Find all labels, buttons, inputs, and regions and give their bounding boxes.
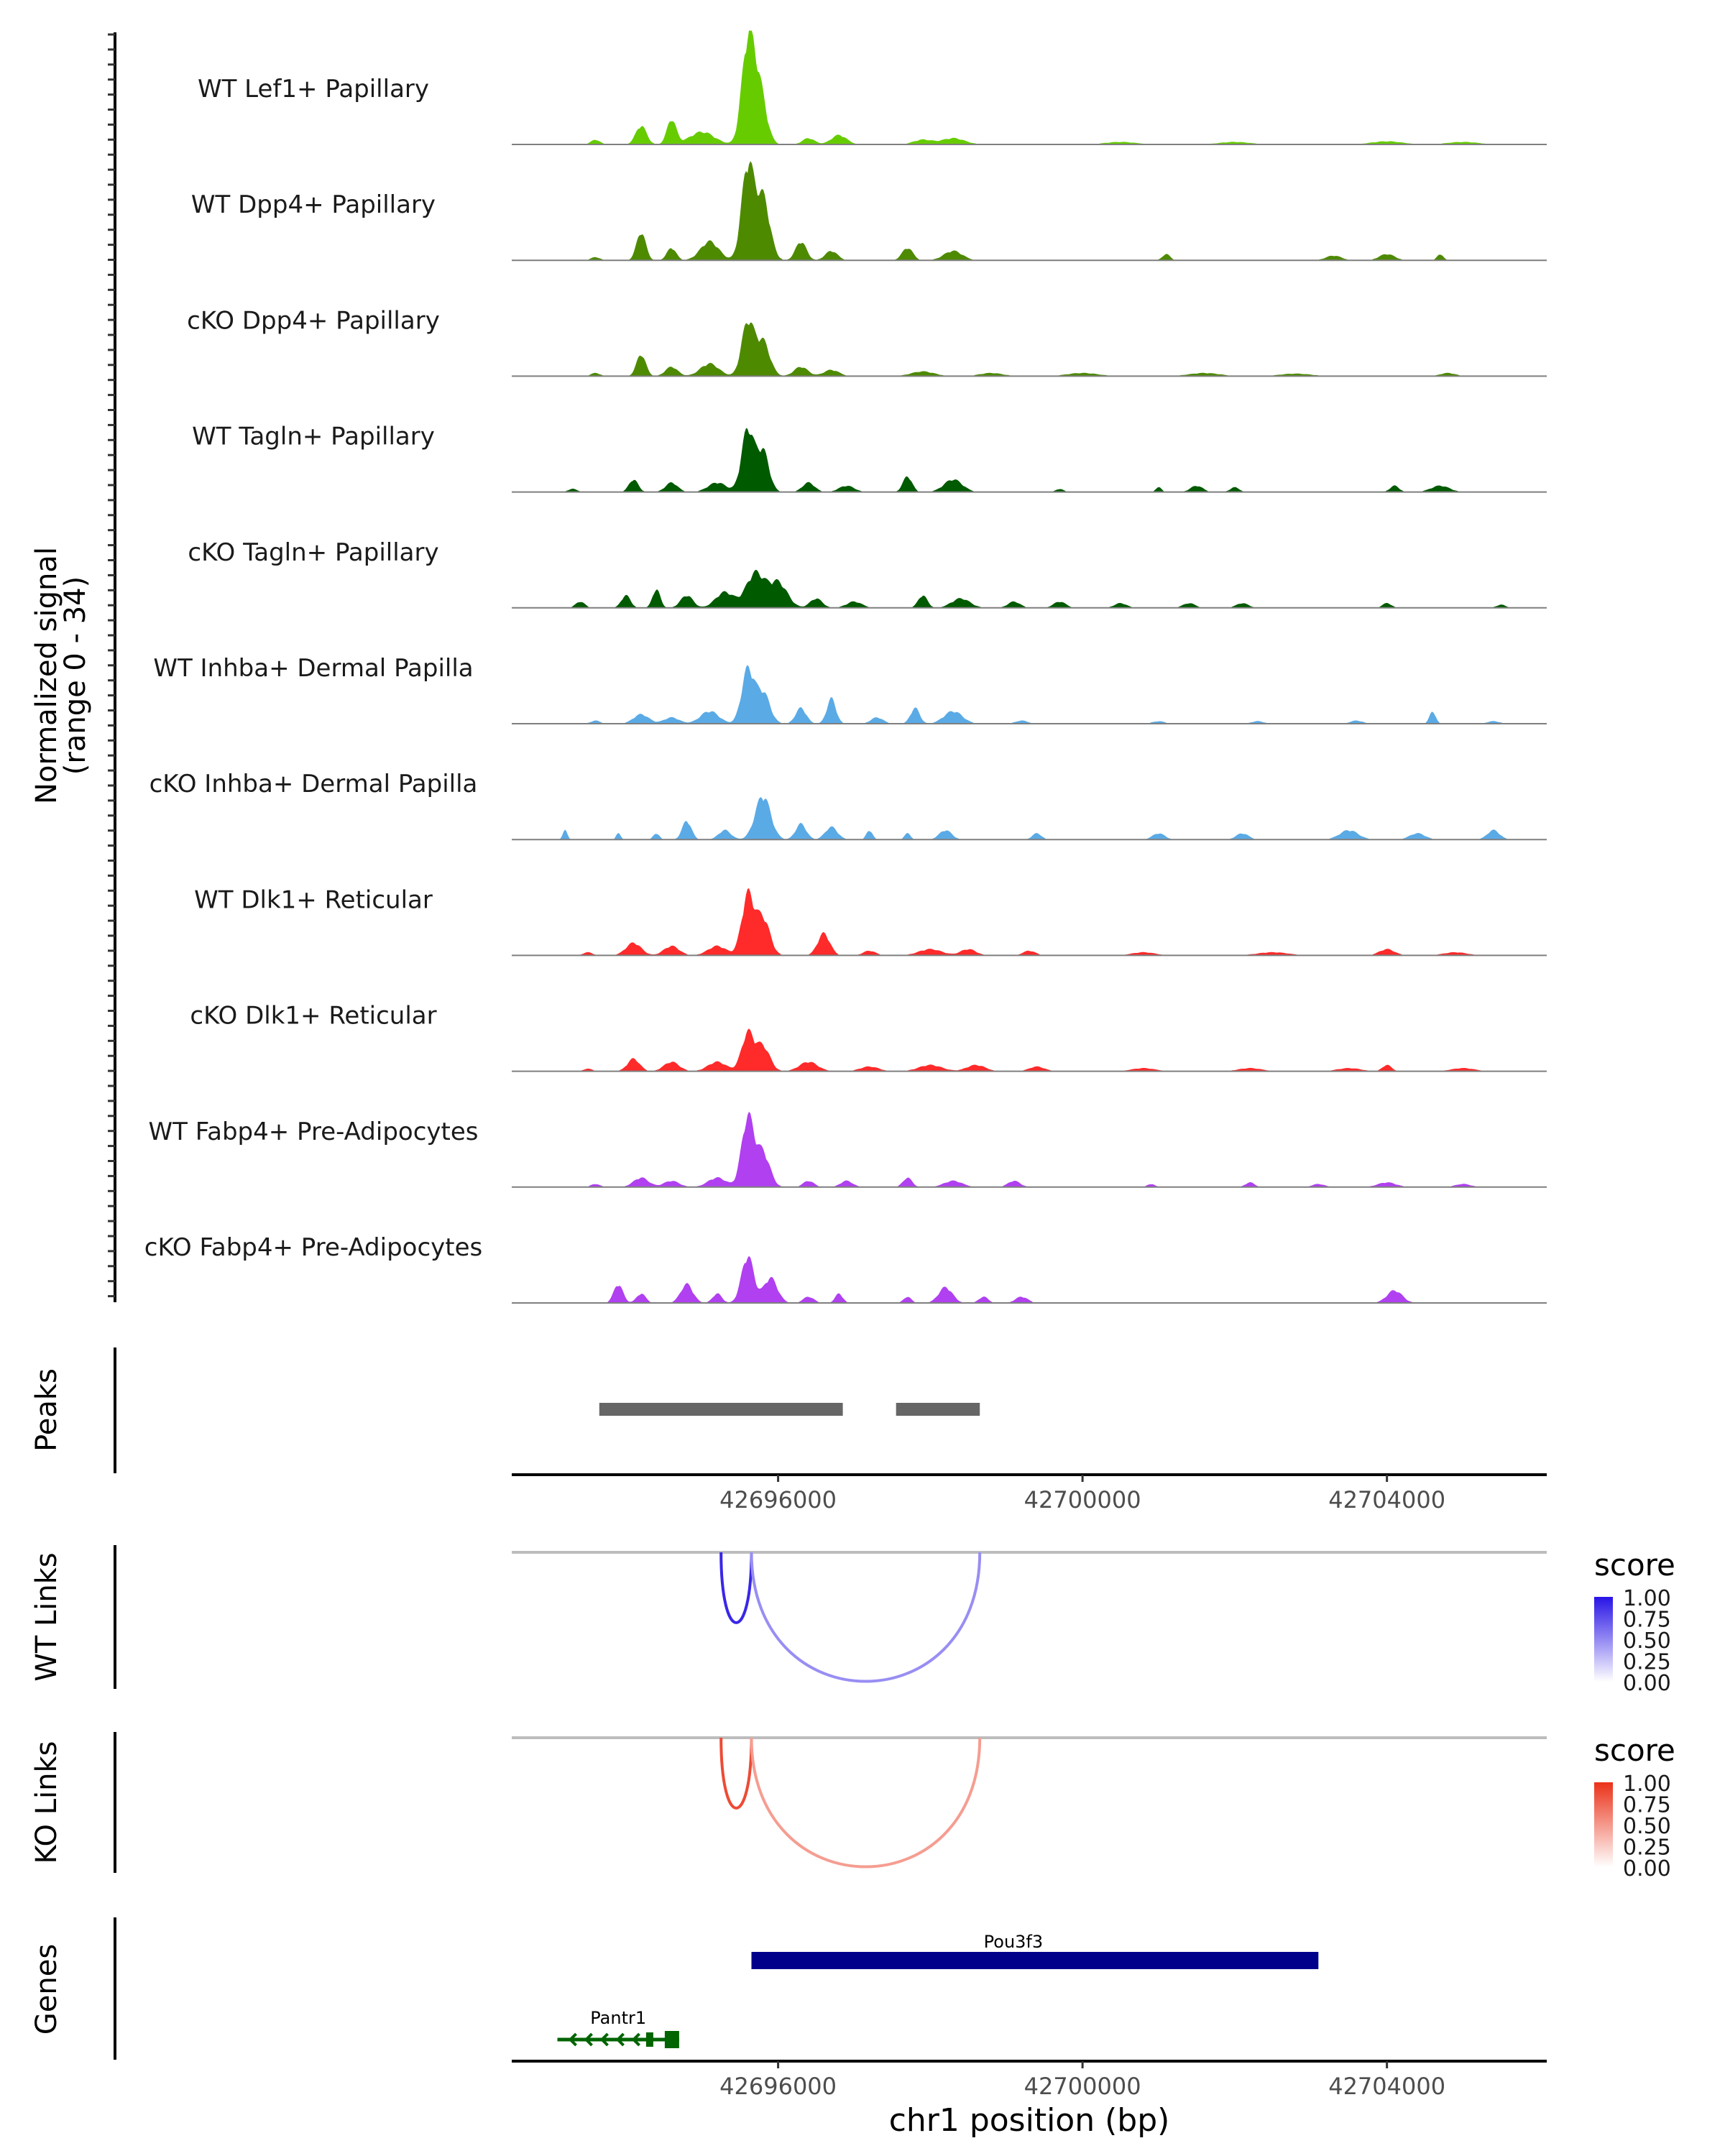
link-arc [719, 1552, 753, 1624]
track-signal-area [512, 665, 1547, 724]
coverage-track: WT Dlk1+ Reticular [194, 885, 1547, 957]
ko-link-arcs [719, 1737, 982, 1869]
track-signal-area [512, 569, 1547, 608]
track-signal-area [512, 1111, 1547, 1187]
strand-arrow [615, 2032, 625, 2047]
track-label: cKO Dpp4+ Papillary [187, 306, 440, 335]
link-arc [719, 1737, 753, 1810]
track-label: cKO Inhba+ Dermal Papilla [150, 770, 478, 798]
track-signal-area [512, 797, 1547, 840]
strand-arrow [631, 2032, 640, 2047]
track-label: WT Dlk1+ Reticular [194, 885, 433, 914]
coverage-track: cKO Dlk1+ Reticular [190, 1002, 1547, 1072]
wt-links-label: WT Links [30, 1552, 63, 1681]
ko-score-legend: score 1.000.750.500.250.00 [1594, 1733, 1675, 1881]
strand-arrow [584, 2032, 593, 2047]
coverage-ylabel-line1: Normalized signal [30, 547, 63, 804]
peaks-x-ticks: 42696000 42700000 42704000 [719, 1475, 1445, 1514]
track-label: WT Inhba+ Dermal Papilla [153, 654, 473, 683]
track-label: WT Lef1+ Papillary [198, 75, 429, 103]
legend-value: 0.75 [1623, 1793, 1671, 1818]
wt-links-panel: WT Links score 1.000.750.500.250.00 [30, 1545, 1675, 1696]
track-label: WT Fabp4+ Pre-Adipocytes [149, 1118, 479, 1146]
legend-value: 0.00 [1623, 1671, 1671, 1696]
wt-link-arcs [719, 1552, 982, 1683]
track-label: cKO Dlk1+ Reticular [190, 1002, 436, 1031]
coverage-track: cKO Fabp4+ Pre-Adipocytes [144, 1233, 1547, 1304]
coverage-ylabel-line2: (range 0 - 34) [59, 576, 92, 775]
legend-value: 0.00 [1623, 1856, 1671, 1881]
track-label: cKO Fabp4+ Pre-Adipocytes [144, 1233, 483, 1262]
gene-models: Pou3f3 Pantr1 [557, 1932, 1319, 2048]
peak-ranges [599, 1403, 980, 1416]
wt-score-legend: score 1.000.750.500.250.00 [1594, 1547, 1675, 1696]
genes-x-ticks: 42696000 42700000 42704000 [719, 2061, 1445, 2100]
coverage-panel: Normalized signal (range 0 - 34) WT Lef1… [30, 30, 1547, 1304]
ko-links-panel: KO Links score 1.000.750.500.250.00 [30, 1732, 1675, 1881]
coverage-track: WT Tagln+ Papillary [192, 423, 1547, 493]
wt-legend-colorbar [1594, 1597, 1613, 1682]
track-signal-area [512, 1028, 1547, 1072]
legend-value: 0.75 [1623, 1608, 1671, 1633]
coverage-track: WT Lef1+ Papillary [198, 30, 1547, 145]
ko-legend-title: score [1594, 1733, 1675, 1768]
peak-range [896, 1403, 980, 1416]
track-signal-area [512, 428, 1547, 492]
track-label: cKO Tagln+ Papillary [188, 538, 438, 567]
gene-exon [751, 1952, 1319, 1969]
gene-exon [664, 2031, 679, 2048]
track-signal-area [512, 161, 1547, 261]
wt-legend-labels: 1.000.750.500.250.00 [1623, 1586, 1671, 1696]
wt-legend-title: score [1594, 1547, 1675, 1583]
legend-value: 0.50 [1623, 1814, 1671, 1839]
coverage-y-ticks [108, 33, 115, 1298]
legend-value: 0.50 [1623, 1628, 1671, 1654]
coverage-track: WT Inhba+ Dermal Papilla [153, 654, 1547, 724]
strand-arrow [568, 2032, 577, 2047]
link-arc [750, 1552, 982, 1683]
legend-value: 0.25 [1623, 1835, 1671, 1861]
x-tick-label: 42704000 [1328, 1486, 1445, 1514]
legend-value: 0.25 [1623, 1650, 1671, 1675]
track-label: WT Dpp4+ Papillary [191, 190, 436, 219]
legend-value: 1.00 [1623, 1772, 1671, 1797]
coverage-tracks: WT Lef1+ Papillary WT Dpp4+ Papillary cKO … [144, 30, 1547, 1304]
track-signal-area [512, 30, 1547, 144]
x-tick-label: 42700000 [1024, 2073, 1141, 2100]
strand-arrow [599, 2032, 609, 2047]
coverage-track: WT Dpp4+ Papillary [191, 161, 1547, 262]
track-signal-area [512, 322, 1547, 377]
coverage-track: cKO Inhba+ Dermal Papilla [150, 770, 1547, 841]
ko-legend-labels: 1.000.750.500.250.00 [1623, 1772, 1671, 1881]
x-tick-label: 42696000 [719, 1486, 837, 1514]
gene-name: Pou3f3 [984, 1932, 1044, 1952]
gene-exon [645, 2032, 653, 2047]
track-signal-area [512, 888, 1547, 956]
x-tick-label: 42696000 [719, 2073, 837, 2100]
legend-value: 1.00 [1623, 1586, 1671, 1611]
coverage-track: cKO Dpp4+ Papillary [187, 306, 1547, 377]
peaks-label: Peaks [30, 1368, 63, 1452]
coverage-track: cKO Tagln+ Papillary [188, 538, 1547, 609]
gene-name: Pantr1 [590, 2008, 646, 2028]
x-axis-title: chr1 position (bp) [889, 2102, 1170, 2139]
coverage-track: WT Fabp4+ Pre-Adipocytes [149, 1111, 1547, 1188]
ko-legend-colorbar [1594, 1782, 1613, 1867]
genes-panel: Genes Pou3f3 Pantr1 42696000 42700000 42704… [30, 1917, 1547, 2139]
x-tick-label: 42700000 [1024, 1486, 1141, 1514]
track-signal-area [512, 1256, 1547, 1303]
genes-label: Genes [30, 1944, 63, 2035]
peaks-panel: Peaks 42696000 42700000 42704000 [30, 1348, 1547, 1514]
x-tick-label: 42704000 [1328, 2073, 1445, 2100]
link-arc [750, 1737, 982, 1869]
gene-model: Pantr1 [557, 2008, 679, 2048]
peak-range [599, 1403, 843, 1416]
track-label: WT Tagln+ Papillary [192, 423, 435, 451]
ko-links-label: KO Links [30, 1741, 63, 1864]
gene-model: Pou3f3 [751, 1932, 1319, 1969]
